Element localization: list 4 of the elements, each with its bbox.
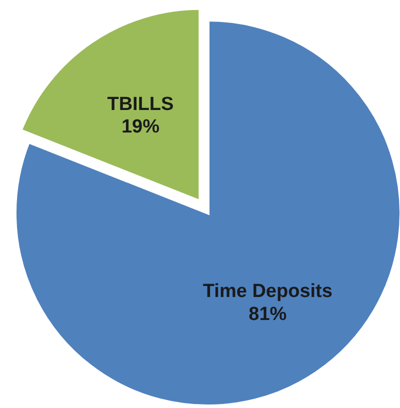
slice-label: Time Deposits (202, 280, 332, 302)
slice-label: TBILLS (107, 94, 174, 115)
data-label: 81% (248, 304, 287, 325)
data-label: 19% (121, 116, 160, 138)
